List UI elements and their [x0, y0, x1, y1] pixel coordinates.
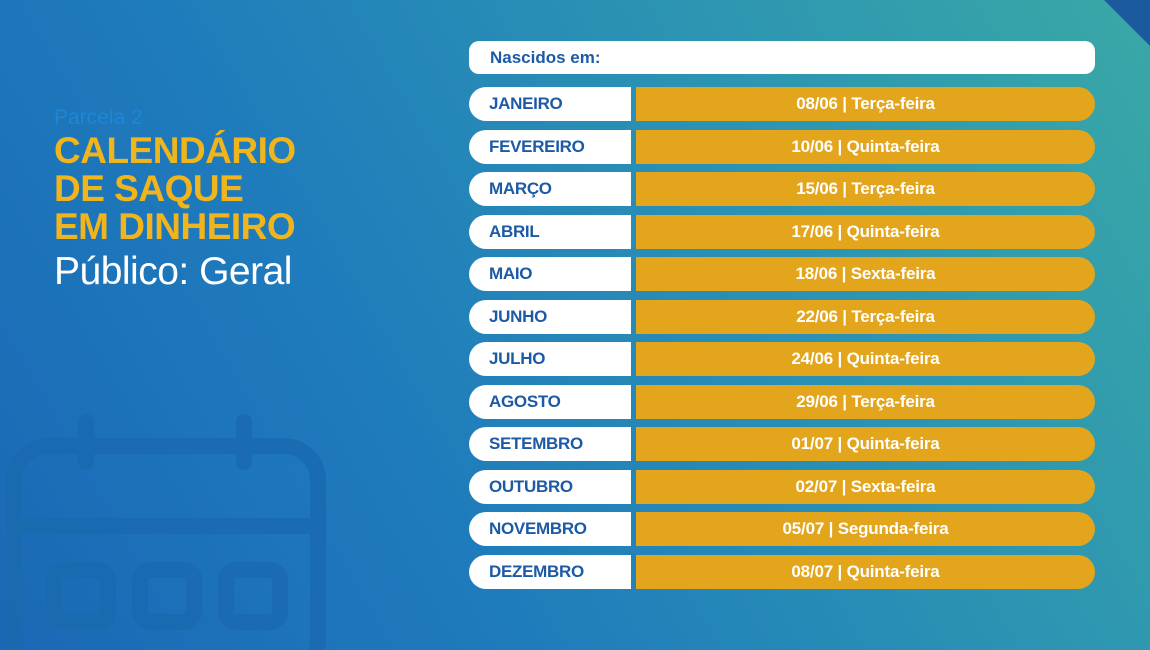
table-row: JUNHO 22/06 | Terça-feira	[469, 299, 1095, 334]
month-cell: SETEMBRO	[469, 427, 631, 461]
month-cell: JANEIRO	[469, 87, 631, 121]
schedule-rows: JANEIRO 08/06 | Terça-feira FEVEREIRO 10/06…	[469, 87, 1095, 589]
title-line-2: DE SAQUE	[54, 168, 244, 209]
table-row: MAIO 18/06 | Sexta-feira	[469, 257, 1095, 291]
date-cell: 10/06 | Quinta-feira	[636, 129, 1095, 164]
month-cell: AGOSTO	[469, 384, 631, 419]
corner-decoration	[1104, 0, 1150, 46]
date-cell: 15/06 | Terça-feira	[636, 172, 1095, 206]
calendar-title: CALENDÁRIO DE SAQUE EM DINHEIRO	[54, 132, 296, 246]
table-row: JULHO 24/06 | Quinta-feira	[469, 342, 1095, 376]
month-cell: MAIO	[469, 257, 631, 291]
month-cell: OUTUBRO	[469, 469, 631, 504]
table-row: FEVEREIRO 10/06 | Quinta-feira	[469, 129, 1095, 164]
date-cell: 08/07 | Quinta-feira	[636, 554, 1095, 589]
date-cell: 18/06 | Sexta-feira	[636, 257, 1095, 291]
table-row: JANEIRO 08/06 | Terça-feira	[469, 87, 1095, 121]
table-header: Nascidos em:	[469, 41, 1095, 74]
calendar-icon	[6, 414, 326, 650]
month-cell: NOVEMBRO	[469, 512, 631, 546]
table-row: DEZEMBRO 08/07 | Quinta-feira	[469, 554, 1095, 589]
month-cell: JULHO	[469, 342, 631, 376]
headline-block: Parcela 2 CALENDÁRIO DE SAQUE EM DINHEIR…	[54, 106, 296, 296]
date-cell: 05/07 | Segunda-feira	[636, 512, 1095, 546]
date-cell: 02/07 | Sexta-feira	[636, 469, 1095, 504]
date-cell: 08/06 | Terça-feira	[636, 87, 1095, 121]
date-cell: 17/06 | Quinta-feira	[636, 214, 1095, 249]
title-line-3: EM DINHEIRO	[54, 206, 296, 247]
table-row: SETEMBRO 01/07 | Quinta-feira	[469, 427, 1095, 461]
audience-label: Público: Geral	[54, 250, 292, 293]
parcela-label: Parcela 2	[54, 106, 143, 129]
date-cell: 29/06 | Terça-feira	[636, 384, 1095, 419]
table-row: MARÇO 15/06 | Terça-feira	[469, 172, 1095, 206]
month-cell: JUNHO	[469, 299, 631, 334]
month-cell: MARÇO	[469, 172, 631, 206]
month-cell: FEVEREIRO	[469, 129, 631, 164]
schedule-table: Nascidos em: JANEIRO 08/06 | Terça-feira F…	[469, 41, 1095, 597]
table-row: OUTUBRO 02/07 | Sexta-feira	[469, 469, 1095, 504]
table-row: ABRIL 17/06 | Quinta-feira	[469, 214, 1095, 249]
table-row: AGOSTO 29/06 | Terça-feira	[469, 384, 1095, 419]
title-line-1: CALENDÁRIO	[54, 130, 296, 171]
month-cell: ABRIL	[469, 214, 631, 249]
date-cell: 22/06 | Terça-feira	[636, 299, 1095, 334]
date-cell: 01/07 | Quinta-feira	[636, 427, 1095, 461]
date-cell: 24/06 | Quinta-feira	[636, 342, 1095, 376]
table-row: NOVEMBRO 05/07 | Segunda-feira	[469, 512, 1095, 546]
month-cell: DEZEMBRO	[469, 554, 631, 589]
